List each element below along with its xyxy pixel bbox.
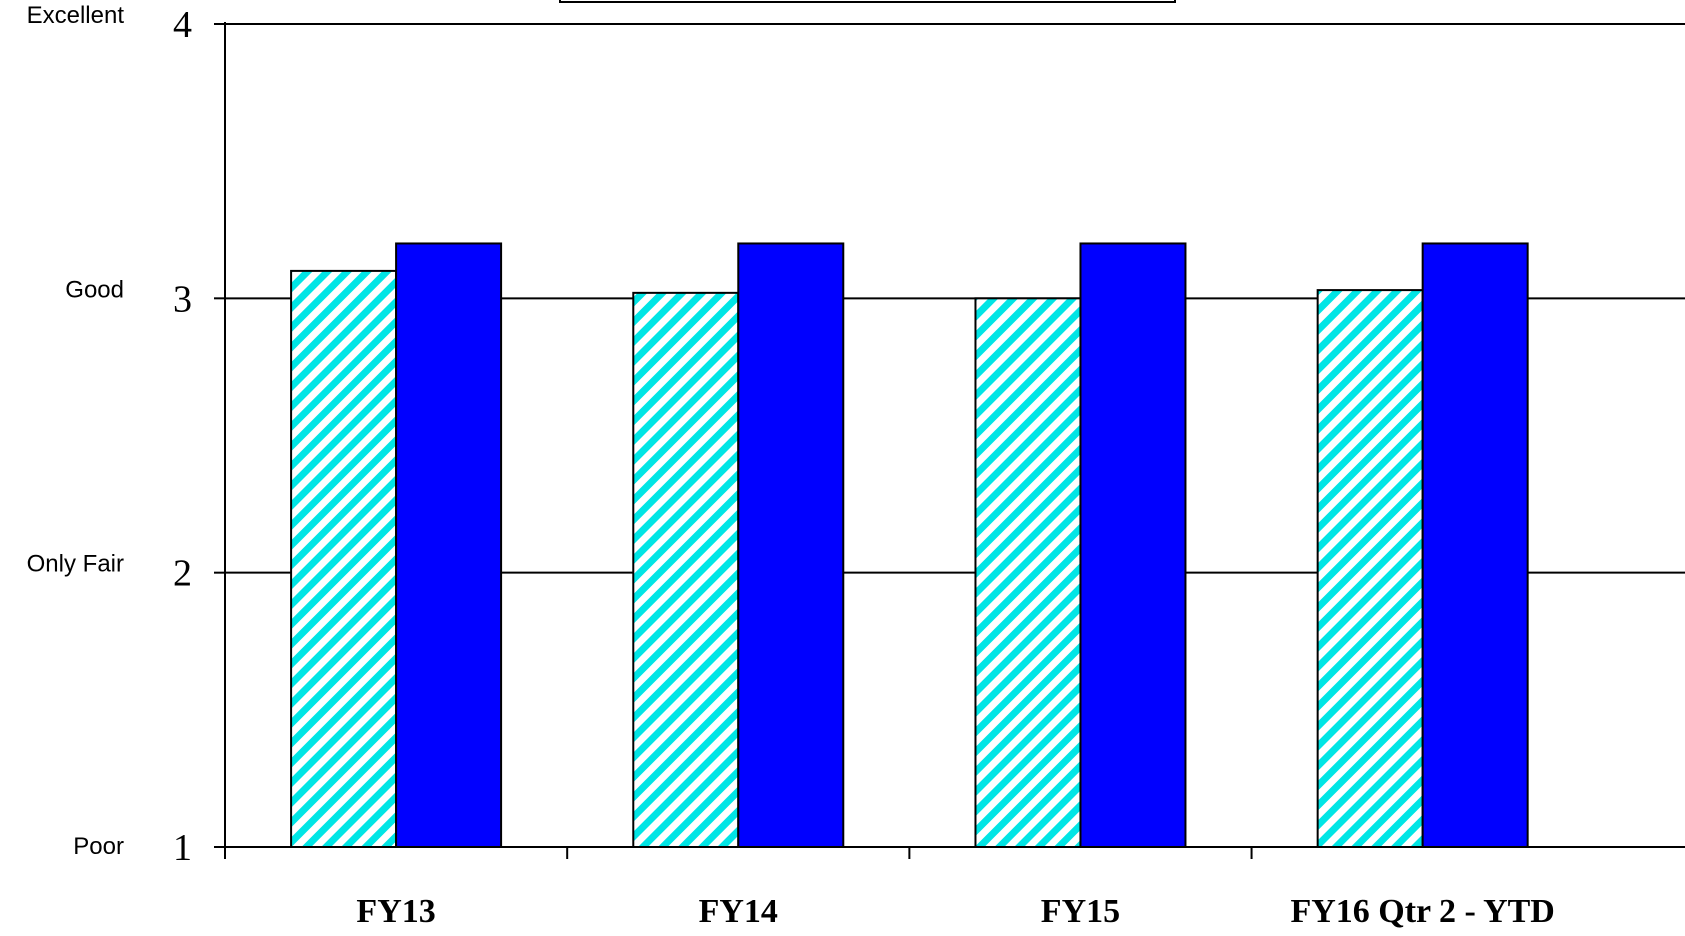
y-qualitative-label-2: Only Fair [27, 551, 124, 578]
y-tick-label-3: 3 [173, 278, 192, 320]
legend-box [559, 0, 1176, 3]
x-category-label-2: FY14 [699, 893, 778, 930]
y-tick-label-2: 2 [173, 553, 192, 595]
y-qualitative-label-1: Poor [73, 833, 124, 860]
y-qualitative-label-4: Excellent [27, 2, 125, 29]
y-tick-label-4: 4 [173, 4, 192, 46]
bar-series-1-fy16-qtr-2-ytd [1316, 289, 1424, 848]
bar-series-1-fy14 [632, 291, 740, 848]
bar-series-1-fy13 [290, 269, 398, 848]
x-category-label-3: FY15 [1041, 893, 1120, 930]
x-category-label-4: FY16 Qtr 2 - YTD [1290, 893, 1554, 930]
bar-series-2-fy13 [395, 242, 503, 848]
y-tick-label-1: 1 [173, 827, 192, 869]
bar-series-2-fy15 [1079, 242, 1187, 848]
bar-series-2-fy16-qtr-2-ytd [1421, 242, 1529, 848]
y-qualitative-label-3: Good [65, 276, 124, 303]
x-category-label-1: FY13 [356, 893, 435, 930]
bar-series-2-fy14 [737, 242, 845, 848]
bar-series-1-fy15 [974, 297, 1082, 849]
